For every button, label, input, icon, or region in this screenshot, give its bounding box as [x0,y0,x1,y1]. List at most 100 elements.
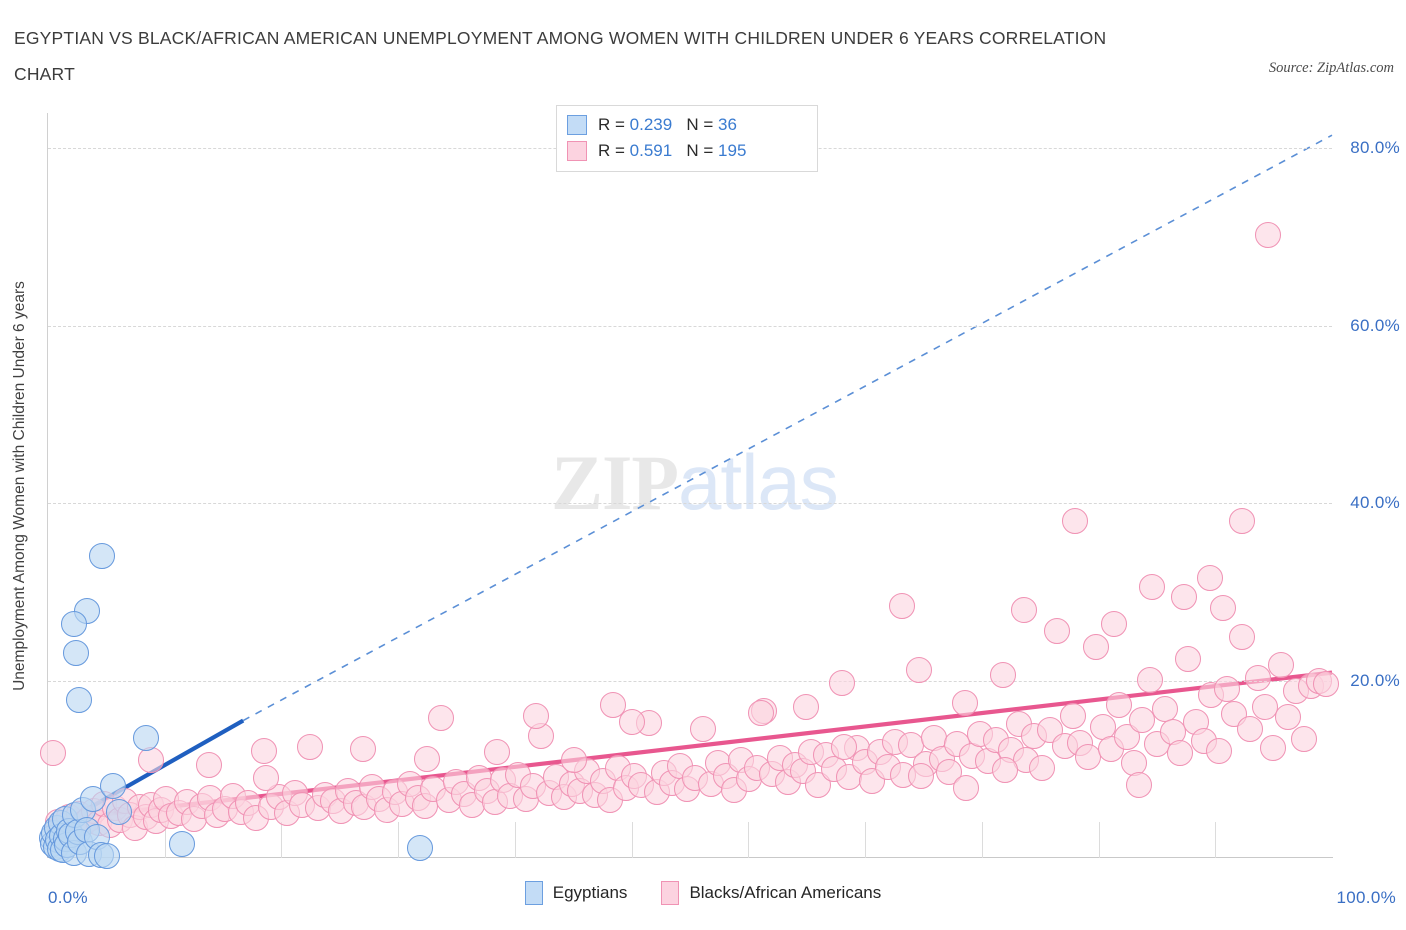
scatter-point[interactable] [1044,617,1071,644]
scatter-point[interactable] [1128,706,1155,733]
x-axis-tick [1215,822,1217,858]
scatter-point[interactable] [689,715,716,742]
scatter-point[interactable] [1209,594,1236,621]
scatter-point[interactable] [953,774,980,801]
scatter-point[interactable] [1244,664,1271,691]
scatter-point[interactable] [1197,564,1224,591]
scatter-point[interactable] [828,670,855,697]
scatter-point[interactable] [1290,726,1317,753]
legend-swatch-blacks-icon [661,881,680,905]
gridline-y [48,680,1332,682]
scatter-point[interactable] [831,734,858,761]
scatter-point[interactable] [1100,610,1127,637]
scatter-point[interactable] [792,694,819,721]
scatter-point[interactable] [747,700,774,727]
scatter-point[interactable] [40,740,67,767]
scatter-point[interactable] [1229,507,1256,534]
legend-item-egyptians[interactable]: Egyptians [524,881,628,905]
scatter-point[interactable] [413,745,440,772]
scatter-point[interactable] [561,747,588,774]
scatter-point[interactable] [1254,222,1281,249]
scatter-point[interactable] [522,703,549,730]
stats-row-egyptians: R = 0.239 N = 36 [567,112,807,138]
scatter-point[interactable] [253,765,280,792]
source-label: Source: ZipAtlas.com [1268,60,1394,76]
scatter-point[interactable] [908,763,935,790]
scatter-point[interactable] [1275,703,1302,730]
x-axis-tick [514,822,516,858]
legend-label-egyptians: Egyptians [552,883,628,902]
x-axis-tick [281,822,283,858]
gridline-y [48,503,1332,505]
scatter-point[interactable] [250,737,277,764]
scatter-point[interactable] [1312,671,1339,698]
scatter-point[interactable] [65,687,92,714]
x-tick-label-max: 100.0% [1336,888,1396,907]
scatter-point[interactable] [1082,633,1109,660]
scatter-point[interactable] [991,757,1018,784]
scatter-point[interactable] [100,773,127,800]
swatch-blacks-icon [567,141,587,161]
scatter-point[interactable] [1259,735,1286,762]
y-axis-title: Unemployment Among Women with Children U… [11,280,28,691]
swatch-egyptians-icon [567,115,587,135]
scatter-point[interactable] [484,738,511,765]
scatter-point[interactable] [1075,743,1102,770]
scatter-point[interactable] [1206,737,1232,764]
scatter-point[interactable] [60,610,87,637]
page-title: EGYPTIAN VS BLACK/AFRICAN AMERICAN UNEMP… [14,28,1107,84]
scatter-point[interactable] [1136,666,1163,693]
scatter-point[interactable] [1139,573,1166,600]
scatter-point[interactable] [1126,772,1153,799]
scatter-point[interactable] [296,734,323,761]
scatter-point[interactable] [1236,715,1263,742]
scatter-point[interactable] [619,709,646,736]
scatter-point[interactable] [88,543,115,570]
scatter-point[interactable] [349,735,376,762]
trendline-extension [242,134,1333,722]
scatter-point[interactable] [132,725,159,752]
scatter-point[interactable] [105,798,132,825]
y-axis-title-wrap: Unemployment Among Women with Children U… [11,113,28,858]
scatter-point[interactable] [1062,507,1089,534]
scatter-point[interactable] [1167,740,1194,767]
scatter-point[interactable] [805,772,832,799]
scatter-point[interactable] [427,704,454,731]
scatter-point[interactable] [1028,754,1055,781]
stats-blacks-text: R = 0.591 N = 195 [598,141,747,160]
y-axis-line [47,113,48,858]
scatter-point[interactable] [94,843,121,870]
scatter-point[interactable] [597,787,624,814]
scatter-point[interactable] [1171,584,1198,611]
scatter-point[interactable] [195,751,222,778]
scatter-point[interactable] [1175,646,1202,673]
x-axis-tick [164,822,166,858]
gridline-y [48,325,1332,327]
x-axis-tick [398,822,400,858]
scatter-point[interactable] [1229,624,1256,651]
scatter-point[interactable] [168,830,195,857]
series-legend: Egyptians Blacks/African Americans [0,881,1406,905]
scatter-point[interactable] [1059,703,1086,730]
scatter-point[interactable] [1267,651,1294,678]
scatter-point[interactable] [951,689,978,716]
y-tick-label: 80.0% [1350,138,1400,158]
scatter-point[interactable] [63,640,90,667]
scatter-point[interactable] [137,747,164,774]
scatter-point[interactable] [1010,596,1037,623]
legend-swatch-egyptians-icon [524,881,543,905]
scatter-point[interactable] [905,656,932,683]
x-axis-tick [865,822,867,858]
scatter-point[interactable] [1105,692,1132,719]
scatter-point[interactable] [990,662,1017,689]
x-axis-tick [748,822,750,858]
scatter-point[interactable] [1121,750,1148,777]
x-axis-line [47,857,1333,858]
legend-label-blacks: Blacks/African Americans [689,883,882,902]
x-tick-label-min: 0.0% [48,888,88,907]
plot-area [38,113,1339,870]
trendline-overlay [46,134,1333,834]
scatter-point[interactable] [407,835,434,862]
scatter-point[interactable] [888,593,915,620]
legend-item-blacks[interactable]: Blacks/African Americans [661,881,881,905]
